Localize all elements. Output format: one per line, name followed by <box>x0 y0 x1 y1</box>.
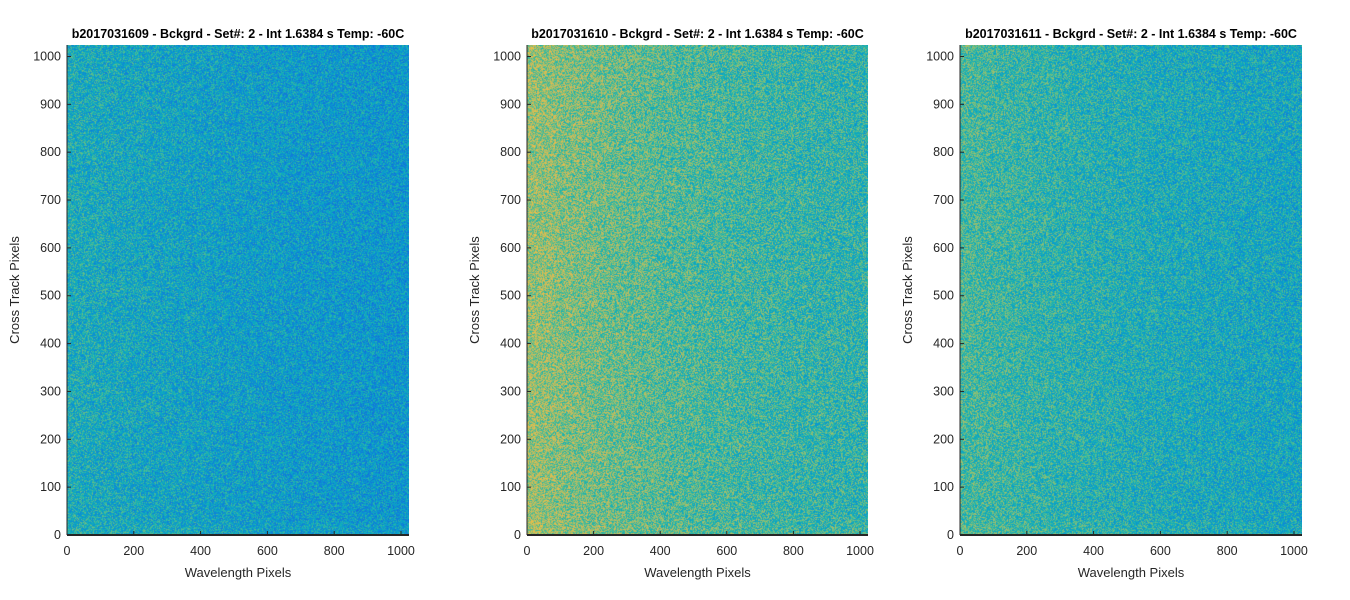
x-axis-label: Wavelength Pixels <box>644 565 751 580</box>
heatmap-image <box>67 45 409 535</box>
x-tick-label: 200 <box>1016 544 1037 558</box>
y-tick-label: 100 <box>933 480 954 494</box>
x-axis-label: Wavelength Pixels <box>185 565 292 580</box>
y-tick-label: 1000 <box>33 49 61 63</box>
y-tick-label: 0 <box>54 528 61 542</box>
y-tick-label: 500 <box>40 289 61 303</box>
y-tick-label: 0 <box>947 528 954 542</box>
y-tick-label: 500 <box>933 289 954 303</box>
x-tick-label: 200 <box>583 544 604 558</box>
heatmap-image <box>527 45 868 535</box>
y-tick-label: 400 <box>40 337 61 351</box>
y-tick-label: 400 <box>933 337 954 351</box>
y-axis-label: Cross Track Pixels <box>467 236 482 344</box>
y-tick-label: 300 <box>500 384 521 398</box>
y-tick-label: 800 <box>40 145 61 159</box>
x-tick-label: 0 <box>524 544 531 558</box>
y-tick-label: 1000 <box>926 49 954 63</box>
y-tick-label: 600 <box>40 241 61 255</box>
x-tick-label: 600 <box>257 544 278 558</box>
y-tick-label: 700 <box>40 193 61 207</box>
y-tick-label: 700 <box>500 193 521 207</box>
y-tick-label: 100 <box>500 480 521 494</box>
x-tick-label: 0 <box>957 544 964 558</box>
y-tick-label: 200 <box>40 432 61 446</box>
x-tick-label: 400 <box>650 544 671 558</box>
y-tick-label: 700 <box>933 193 954 207</box>
x-tick-label: 600 <box>716 544 737 558</box>
heatmap-image <box>960 45 1302 535</box>
y-tick-label: 900 <box>933 97 954 111</box>
x-tick-label: 1000 <box>846 544 874 558</box>
y-tick-label: 200 <box>933 432 954 446</box>
x-tick-label: 800 <box>324 544 345 558</box>
y-axis-label: Cross Track Pixels <box>7 236 22 344</box>
y-tick-label: 500 <box>500 289 521 303</box>
y-tick-label: 1000 <box>493 49 521 63</box>
x-tick-label: 400 <box>190 544 211 558</box>
y-tick-label: 800 <box>500 145 521 159</box>
y-tick-label: 200 <box>500 432 521 446</box>
x-tick-label: 400 <box>1083 544 1104 558</box>
x-tick-label: 800 <box>783 544 804 558</box>
y-tick-label: 300 <box>933 384 954 398</box>
chart-title: b2017031610 - Bckgrd - Set#: 2 - Int 1.6… <box>531 27 864 41</box>
y-tick-label: 0 <box>514 528 521 542</box>
y-tick-label: 600 <box>500 241 521 255</box>
y-tick-label: 800 <box>933 145 954 159</box>
y-tick-label: 100 <box>40 480 61 494</box>
y-tick-label: 400 <box>500 337 521 351</box>
y-axis-label: Cross Track Pixels <box>900 236 915 344</box>
x-tick-label: 1000 <box>387 544 415 558</box>
x-tick-label: 1000 <box>1280 544 1308 558</box>
x-tick-label: 200 <box>123 544 144 558</box>
y-tick-label: 900 <box>40 97 61 111</box>
x-tick-label: 800 <box>1217 544 1238 558</box>
y-tick-label: 600 <box>933 241 954 255</box>
chart-title: b2017031609 - Bckgrd - Set#: 2 - Int 1.6… <box>71 27 405 41</box>
x-tick-label: 0 <box>64 544 71 558</box>
y-tick-label: 900 <box>500 97 521 111</box>
y-tick-label: 300 <box>40 384 61 398</box>
x-tick-label: 600 <box>1150 544 1171 558</box>
x-axis-label: Wavelength Pixels <box>1078 565 1185 580</box>
chart-title: b2017031611 - Bckgrd - Set#: 2 - Int 1.6… <box>965 27 1297 41</box>
